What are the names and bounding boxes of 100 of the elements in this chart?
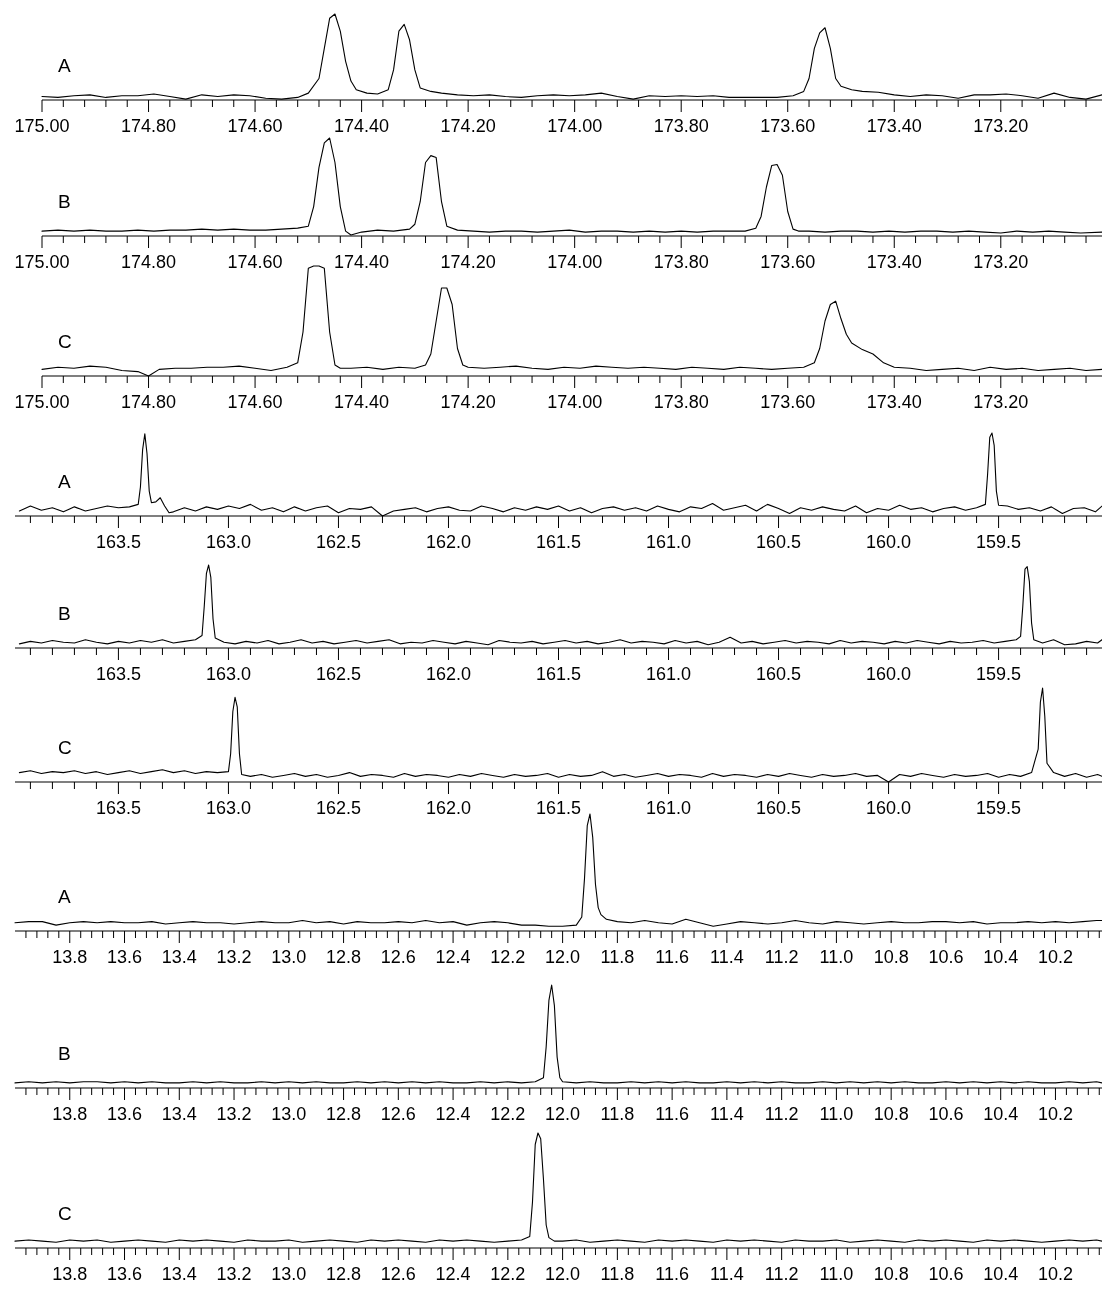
x-tick-label: 173.80 xyxy=(653,116,709,136)
x-tick-label: 11.2 xyxy=(764,1104,799,1124)
x-tick-label: 173.20 xyxy=(973,252,1029,272)
x-tick-label: 175.00 xyxy=(14,392,70,412)
x-tick-label: 13.2 xyxy=(216,1104,252,1124)
x-tick-label: 174.60 xyxy=(227,252,283,272)
x-tick-label: 11.6 xyxy=(655,1264,689,1284)
x-tick-label: 160.5 xyxy=(756,532,802,552)
x-tick-label: 11.6 xyxy=(655,947,689,967)
x-tick-label: 162.0 xyxy=(425,798,471,818)
x-tick-label: 174.80 xyxy=(121,392,177,412)
text: C xyxy=(58,331,72,352)
x-tick-label: 12.6 xyxy=(380,1264,416,1284)
text: C xyxy=(58,1203,72,1224)
x-tick-label: 173.20 xyxy=(973,116,1029,136)
x-tick-label: 13.8 xyxy=(52,1264,88,1284)
x-tick-label: 11.0 xyxy=(819,1104,854,1124)
x-tick-label: 13.0 xyxy=(271,1104,307,1124)
x-tick-label: 12.8 xyxy=(326,947,362,967)
x-tick-label: 162.0 xyxy=(425,664,471,684)
x-tick-label: 175.00 xyxy=(14,116,70,136)
x-tick-label: 162.5 xyxy=(315,532,361,552)
x-tick-label: 11.4 xyxy=(710,1264,744,1284)
x-tick-label: 10.8 xyxy=(873,1104,909,1124)
x-tick-label: 173.40 xyxy=(866,116,922,136)
x-tick-label: 13.6 xyxy=(107,1104,143,1124)
x-tick-label: 159.5 xyxy=(976,664,1022,684)
x-tick-label: 11.0 xyxy=(819,1264,854,1284)
x-tick-label: 173.60 xyxy=(760,252,816,272)
x-tick-label: 159.5 xyxy=(976,798,1022,818)
x-tick-label: 11.4 xyxy=(710,947,744,967)
x-tick-label: 161.5 xyxy=(535,798,582,818)
x-tick-label: 10.8 xyxy=(873,1264,909,1284)
x-tick-label: 173.80 xyxy=(653,392,709,412)
x-tick-label: 163.0 xyxy=(205,664,251,684)
x-tick-label: 12.2 xyxy=(490,947,526,967)
x-tick-label: 12.4 xyxy=(435,1104,471,1124)
text: C xyxy=(58,737,72,758)
x-tick-label: 174.60 xyxy=(227,392,283,412)
x-tick-label: 13.4 xyxy=(161,1104,197,1124)
x-tick-label: 161.0 xyxy=(646,664,692,684)
x-tick-label: 10.2 xyxy=(1037,1264,1073,1284)
text: A xyxy=(58,471,71,492)
x-tick-label: 160.0 xyxy=(866,664,912,684)
x-tick-label: 13.6 xyxy=(107,947,143,967)
x-tick-label: 11.0 xyxy=(819,947,854,967)
x-tick-label: 11.2 xyxy=(764,947,799,967)
x-tick-label: 174.00 xyxy=(547,116,603,136)
x-tick-label: 11.6 xyxy=(655,1104,689,1124)
x-tick-label: 12.8 xyxy=(326,1104,362,1124)
x-tick-label: 173.60 xyxy=(760,392,816,412)
x-tick-label: 12.0 xyxy=(545,947,581,967)
x-tick-label: 160.5 xyxy=(756,664,802,684)
x-tick-label: 11.4 xyxy=(710,1104,744,1124)
x-tick-label: 174.40 xyxy=(334,252,390,272)
x-tick-label: 161.5 xyxy=(535,664,582,684)
x-tick-label: 12.2 xyxy=(490,1104,526,1124)
x-tick-label: 159.5 xyxy=(976,532,1022,552)
x-tick-label: 12.8 xyxy=(326,1264,362,1284)
x-tick-label: 174.20 xyxy=(440,252,496,272)
x-tick-label: 10.2 xyxy=(1037,1104,1073,1124)
x-tick-label: 162.5 xyxy=(315,798,361,818)
x-tick-label: 173.40 xyxy=(866,252,922,272)
x-tick-label: 175.00 xyxy=(14,252,70,272)
x-tick-label: 12.4 xyxy=(435,947,471,967)
x-tick-label: 174.20 xyxy=(440,392,496,412)
x-tick-label: 11.8 xyxy=(600,947,635,967)
x-tick-label: 12.6 xyxy=(380,1104,416,1124)
x-tick-label: 12.0 xyxy=(545,1104,581,1124)
x-tick-label: 174.80 xyxy=(121,116,177,136)
x-tick-label: 10.4 xyxy=(983,1264,1019,1284)
x-tick-label: 12.2 xyxy=(490,1264,526,1284)
x-tick-label: 161.0 xyxy=(646,798,692,818)
x-tick-label: 10.4 xyxy=(983,947,1019,967)
x-tick-label: 160.0 xyxy=(866,798,912,818)
x-tick-label: 10.8 xyxy=(873,947,909,967)
x-tick-label: 174.80 xyxy=(121,252,177,272)
x-tick-label: 163.5 xyxy=(95,798,141,818)
x-tick-label: 10.6 xyxy=(928,947,964,967)
x-tick-label: 10.4 xyxy=(983,1104,1019,1124)
x-tick-label: 173.40 xyxy=(866,392,922,412)
x-tick-label: 174.40 xyxy=(334,392,390,412)
x-tick-label: 11.2 xyxy=(764,1264,799,1284)
x-tick-label: 173.20 xyxy=(973,392,1029,412)
x-tick-label: 12.4 xyxy=(435,1264,471,1284)
x-tick-label: 174.00 xyxy=(547,252,603,272)
x-tick-label: 13.6 xyxy=(107,1264,143,1284)
x-tick-label: 163.5 xyxy=(95,664,141,684)
x-tick-label: 160.5 xyxy=(756,798,802,818)
x-tick-label: 12.6 xyxy=(380,947,416,967)
x-tick-label: 13.2 xyxy=(216,947,252,967)
x-tick-label: 161.0 xyxy=(646,532,692,552)
text: B xyxy=(58,603,71,624)
x-tick-label: 162.5 xyxy=(315,664,361,684)
text: A xyxy=(58,55,71,76)
x-tick-label: 163.0 xyxy=(205,798,251,818)
x-tick-label: 163.0 xyxy=(205,532,251,552)
text: B xyxy=(58,191,71,212)
x-tick-label: 13.0 xyxy=(271,1264,307,1284)
x-tick-label: 13.2 xyxy=(216,1264,252,1284)
